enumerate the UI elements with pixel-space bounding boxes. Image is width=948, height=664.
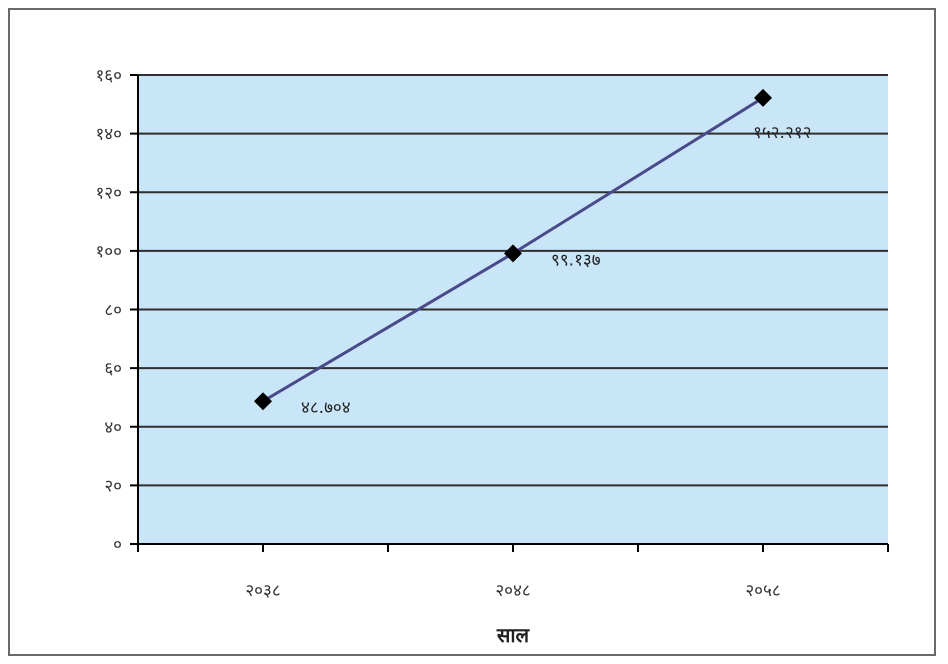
data-point-marker	[504, 244, 522, 263]
y-tick-label: १००	[95, 242, 122, 262]
y-tick-label: ६०	[104, 359, 122, 379]
x-axis-title: साल	[496, 623, 531, 647]
x-tick-label: २०३८	[245, 581, 280, 601]
y-tick-label: १२०	[95, 183, 122, 203]
data-point-marker	[254, 392, 272, 411]
gridlines	[138, 74, 888, 487]
y-tick-label: २०	[104, 476, 122, 496]
x-tick-label: २०४८	[495, 581, 530, 601]
data-label: ९९.१३७	[551, 250, 601, 270]
y-tick-label: ०	[113, 535, 122, 555]
axes	[130, 74, 889, 552]
y-tick-label: ८०	[104, 301, 122, 321]
y-tick-label: १४०	[95, 125, 122, 145]
data-point-marker	[754, 88, 772, 107]
data-points	[254, 88, 772, 411]
x-tick-label: २०५८	[745, 581, 780, 601]
y-tick-label: ४०	[104, 418, 122, 438]
data-label: १५२.२१२	[753, 123, 811, 143]
y-tick-label: १६०	[95, 66, 122, 86]
data-label: ४८.७०४	[301, 398, 351, 418]
y-tick-labels: ० २० ४० ६० ८० १०० १२० १४० १६०	[95, 66, 122, 555]
x-tick-labels: २०३८ २०४८ २०५८	[245, 581, 780, 601]
data-labels: ४८.७०४ ९९.१३७ १५२.२१२	[301, 123, 811, 418]
